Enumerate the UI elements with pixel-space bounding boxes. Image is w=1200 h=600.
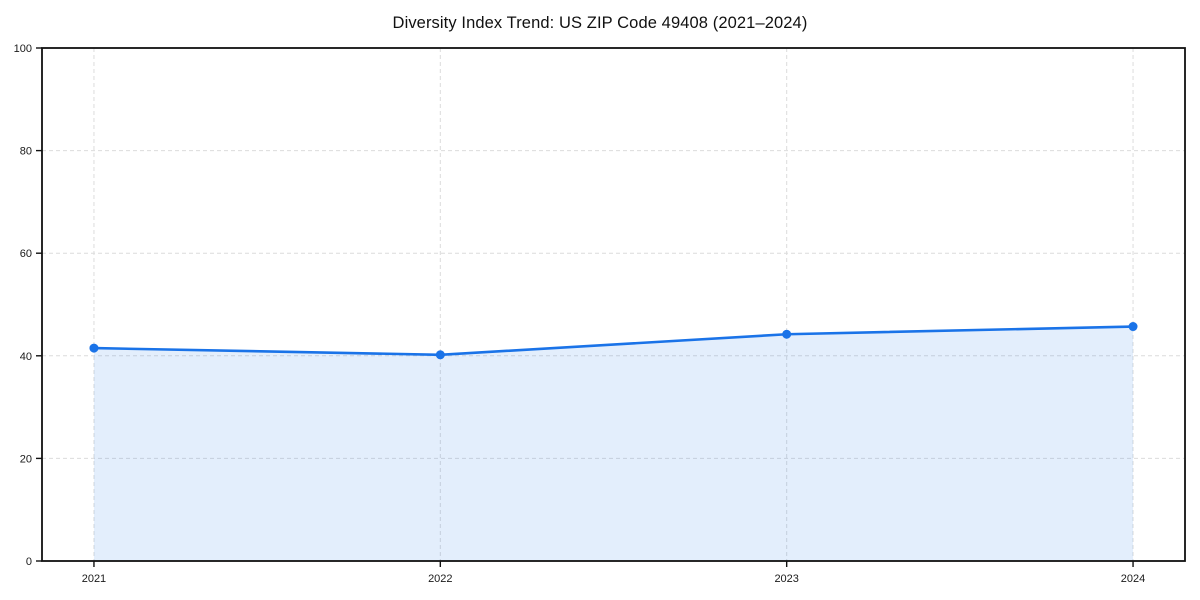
- x-tick-label-2022: 2022: [428, 573, 452, 585]
- chart-title: Diversity Index Trend: US ZIP Code 49408…: [392, 14, 808, 32]
- trend-line: [92, 325, 1135, 357]
- x-tick-label-2021: 2021: [82, 573, 106, 585]
- y-tick-label-40: 40: [20, 351, 32, 363]
- y-tick-label-60: 60: [20, 248, 32, 260]
- x-tick-label-2023: 2023: [774, 573, 798, 585]
- plot-border: [41, 47, 1186, 562]
- data-point-2021: [89, 343, 99, 353]
- x-tick-label-2024: 2024: [1121, 573, 1145, 585]
- y-tick-label-20: 20: [20, 453, 32, 465]
- y-tick-label-0: 0: [26, 556, 32, 568]
- data-point-2022: [435, 350, 445, 360]
- data-point-2024: [1128, 322, 1138, 332]
- area-fill: [93, 326, 1134, 561]
- data-point-2023: [782, 329, 792, 339]
- y-tick-label-100: 100: [14, 43, 32, 55]
- y-tick-label-80: 80: [20, 146, 32, 158]
